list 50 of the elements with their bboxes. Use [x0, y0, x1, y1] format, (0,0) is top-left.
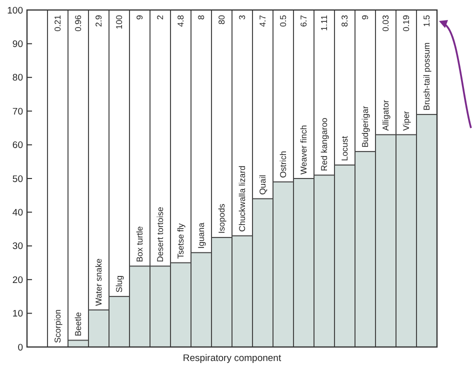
annotation: 0.96	[73, 14, 84, 32]
y-tick-label: 70	[12, 106, 23, 118]
x-tick-label: Budgerigar	[360, 106, 370, 148]
x-tick-label: Water snake	[94, 258, 104, 306]
annotation: 0.19	[401, 14, 412, 32]
x-tick-label: Alligator	[380, 100, 391, 131]
x-tick-label: Red kangaroo	[319, 117, 330, 172]
annotation: 1.5	[422, 14, 432, 27]
x-tick-label: Locust	[340, 135, 350, 162]
x-tick-label: Desert tortoise	[155, 206, 166, 262]
annotation: 0.21	[52, 14, 63, 32]
annotation: 0.03	[380, 14, 391, 32]
annotation: 9	[134, 14, 145, 20]
x-tick-label: Scorpion	[52, 309, 63, 343]
annotation: 8	[196, 14, 206, 20]
y-tick-label: 30	[12, 241, 23, 252]
y-tick-label: 90	[12, 39, 23, 50]
annotation: 8.3	[340, 14, 350, 27]
x-tick-label: Viper	[401, 110, 412, 131]
y-tick-label: 40	[12, 208, 23, 219]
y-tick-label: 50	[12, 174, 23, 185]
annotation: 80	[216, 14, 227, 24]
annotation: 0.5	[278, 14, 288, 27]
x-tick-label: Box turtle	[134, 226, 145, 262]
y-tick-label: 10	[12, 308, 23, 320]
annotation: 3	[237, 14, 248, 20]
annotation: 2	[155, 14, 166, 20]
annotation: 4.7	[258, 14, 268, 27]
x-tick-label: Beetle	[73, 312, 84, 336]
x-tick-label: Chuckwalla lizard	[237, 165, 248, 232]
x-tick-label: Weaver finch	[298, 124, 309, 174]
annotation: 4.8	[176, 14, 186, 27]
annotation: 2.9	[94, 14, 104, 27]
annotation: 100	[114, 14, 124, 30]
x-tick-label: Iguana	[196, 222, 206, 249]
x-axis-title: Respiratory component	[182, 353, 282, 364]
y-tick-label: 20	[12, 274, 23, 286]
annotation: 1.11	[319, 14, 330, 31]
y-tick-label: 80	[12, 72, 23, 84]
y-tick-label: 60	[12, 140, 23, 152]
x-tick-label: Isopods	[216, 204, 227, 234]
annotation: 9	[360, 14, 370, 20]
annotation: 6.7	[298, 14, 309, 27]
y-tick-label: 100	[7, 5, 23, 16]
x-tick-label: Slug	[114, 275, 124, 292]
x-tick-label: Tsetse fly	[176, 222, 186, 259]
x-tick-label: Ostrich	[278, 150, 288, 178]
x-tick-label: Brush-tail possum	[422, 42, 432, 110]
x-tick-label: Quail	[258, 174, 268, 195]
y-tick-label: 0	[18, 342, 23, 354]
